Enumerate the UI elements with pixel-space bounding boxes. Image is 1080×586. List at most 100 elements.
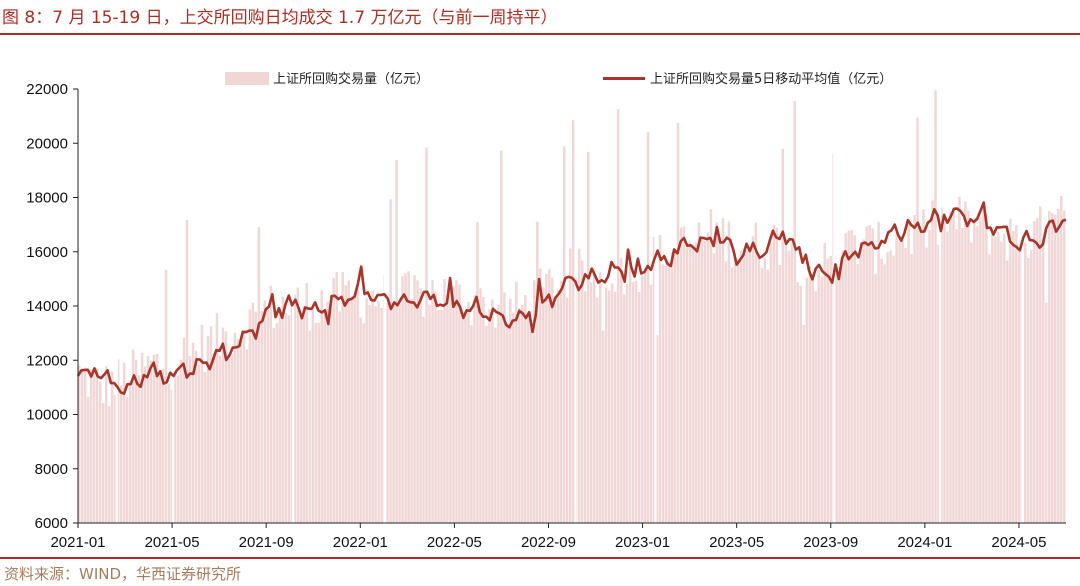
line-series xyxy=(76,201,1067,395)
volume-bar xyxy=(1042,237,1045,523)
volume-bar xyxy=(461,318,464,523)
volume-bar xyxy=(290,303,294,523)
volume-bar xyxy=(1036,218,1039,523)
bar-series xyxy=(78,89,1066,524)
volume-bar xyxy=(254,311,258,523)
volume-bar xyxy=(287,315,291,523)
volume-bar xyxy=(548,269,551,523)
volume-bar xyxy=(446,305,449,523)
volume-bar xyxy=(554,303,557,523)
volume-bar xyxy=(811,273,814,523)
volume-bar xyxy=(829,255,832,524)
volume-bar xyxy=(616,109,620,523)
volume-bar xyxy=(673,252,677,523)
volume-bar xyxy=(649,284,653,523)
volume-bar xyxy=(952,207,955,523)
volume-bar xyxy=(482,296,485,523)
volume-bar xyxy=(607,290,611,523)
volume-bar xyxy=(401,276,404,523)
volume-bar xyxy=(155,354,159,523)
volume-bar xyxy=(838,271,841,523)
volume-bar xyxy=(167,383,171,523)
volume-bar xyxy=(200,324,204,523)
volume-bar xyxy=(907,221,910,524)
volume-bar xyxy=(158,370,162,523)
volume-bar xyxy=(799,285,802,523)
volume-bar xyxy=(637,292,641,523)
y-tick-label: 16000 xyxy=(26,244,68,261)
volume-bar xyxy=(814,291,817,523)
volume-bar xyxy=(988,253,991,524)
volume-bar xyxy=(503,292,506,523)
y-tick-label: 14000 xyxy=(26,298,68,315)
volume-bar xyxy=(392,303,395,523)
volume-bar xyxy=(991,226,994,524)
volume-bar xyxy=(601,330,605,523)
volume-bar xyxy=(146,355,150,523)
volume-bar xyxy=(1003,233,1006,524)
volume-bar xyxy=(850,229,853,524)
volume-bar xyxy=(260,311,264,523)
y-tick-label: 20000 xyxy=(26,135,68,152)
y-tick-label: 22000 xyxy=(26,81,68,98)
volume-bar xyxy=(946,231,949,523)
volume-bar xyxy=(464,313,467,523)
volume-bar xyxy=(236,338,240,523)
chart: 6000 8000 10000 12000 14000 16000 18000 20000 22… xyxy=(26,71,1067,551)
volume-bar xyxy=(880,258,883,523)
holiday-gap xyxy=(1021,89,1024,523)
volume-bar xyxy=(263,300,267,523)
volume-bar xyxy=(589,282,593,523)
volume-bar xyxy=(679,227,683,523)
volume-bar xyxy=(973,217,976,523)
volume-bar xyxy=(877,221,880,523)
volume-bar xyxy=(709,209,713,523)
volume-bar xyxy=(78,365,81,523)
volume-bar xyxy=(98,381,102,523)
volume-bar xyxy=(194,350,198,523)
volume-bar xyxy=(95,368,99,523)
holiday-gap xyxy=(115,89,118,523)
volume-bar xyxy=(949,212,952,523)
volume-bar xyxy=(715,222,719,524)
volume-bar xyxy=(449,281,452,523)
volume-bar xyxy=(92,369,96,523)
volume-bar xyxy=(560,280,563,523)
legend-line-label: 上证所回购交易量5日移动平均值（亿元） xyxy=(650,71,892,87)
volume-bar xyxy=(724,261,728,523)
volume-bar xyxy=(787,250,791,524)
volume-bar xyxy=(1009,218,1012,523)
volume-bar xyxy=(188,356,192,523)
volume-bar xyxy=(1054,214,1057,523)
volume-bar xyxy=(113,395,117,523)
volume-bar xyxy=(134,359,138,523)
volume-bar xyxy=(706,232,710,524)
volume-bar xyxy=(500,150,503,523)
volume-bar xyxy=(796,282,800,523)
volume-bar xyxy=(422,316,425,523)
volume-bar xyxy=(302,305,306,523)
volume-bar xyxy=(958,196,961,523)
volume-bar xyxy=(955,229,958,523)
volume-bar xyxy=(527,315,530,523)
volume-bar xyxy=(745,250,749,523)
volume-bar xyxy=(122,362,126,523)
volume-bar xyxy=(491,299,494,523)
volume-bar xyxy=(697,222,701,523)
holiday-gap xyxy=(654,89,657,523)
holiday-gap xyxy=(833,89,836,523)
volume-bar xyxy=(515,281,518,523)
volume-bar xyxy=(161,368,165,523)
volume-bar xyxy=(994,236,997,523)
volume-bar xyxy=(970,242,973,524)
x-tick-label: 2023-05 xyxy=(709,534,764,551)
volume-bar xyxy=(1024,242,1027,524)
volume-bar xyxy=(191,342,195,523)
volume-bar xyxy=(868,225,871,523)
volume-bar xyxy=(979,217,982,524)
volume-bar xyxy=(281,296,285,523)
x-tick-label: 2022-09 xyxy=(521,534,576,551)
volume-bar xyxy=(230,354,234,523)
volume-bar xyxy=(86,396,90,523)
volume-bar xyxy=(413,275,416,523)
